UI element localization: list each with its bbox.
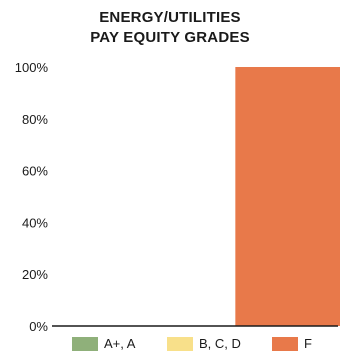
legend-swatch-f	[272, 337, 298, 351]
legend-label-a: A+, A	[104, 336, 136, 351]
chart-title-line-1: ENERGY/UTILITIES	[99, 9, 241, 26]
chart-legend: A+, A B, C, D F	[0, 336, 340, 355]
bar-chart: 0% 20% 40% 60% 80% 100%	[15, 60, 340, 334]
y-tick-label: 0%	[29, 319, 48, 334]
chart-title-line-2: PAY EQUITY GRADES	[90, 29, 250, 46]
bar	[235, 67, 340, 326]
legend-swatch-a	[72, 337, 98, 351]
y-tick-label: 20%	[22, 267, 48, 282]
y-tick-label: 60%	[22, 164, 48, 179]
y-tick-label: 80%	[22, 112, 48, 127]
legend-item-a: A+, A	[72, 336, 135, 352]
legend-label-f: F	[304, 336, 312, 351]
y-tick-label: 40%	[22, 215, 48, 230]
chart-title: ENERGY/UTILITIES PAY EQUITY GRADES	[0, 8, 340, 48]
y-tick-label: 100%	[15, 60, 49, 75]
legend-swatch-bcd	[167, 337, 193, 351]
legend-label-bcd: B, C, D	[199, 336, 241, 351]
legend-item-bcd: B, C, D	[167, 336, 241, 352]
legend-item-f: F	[272, 336, 312, 352]
